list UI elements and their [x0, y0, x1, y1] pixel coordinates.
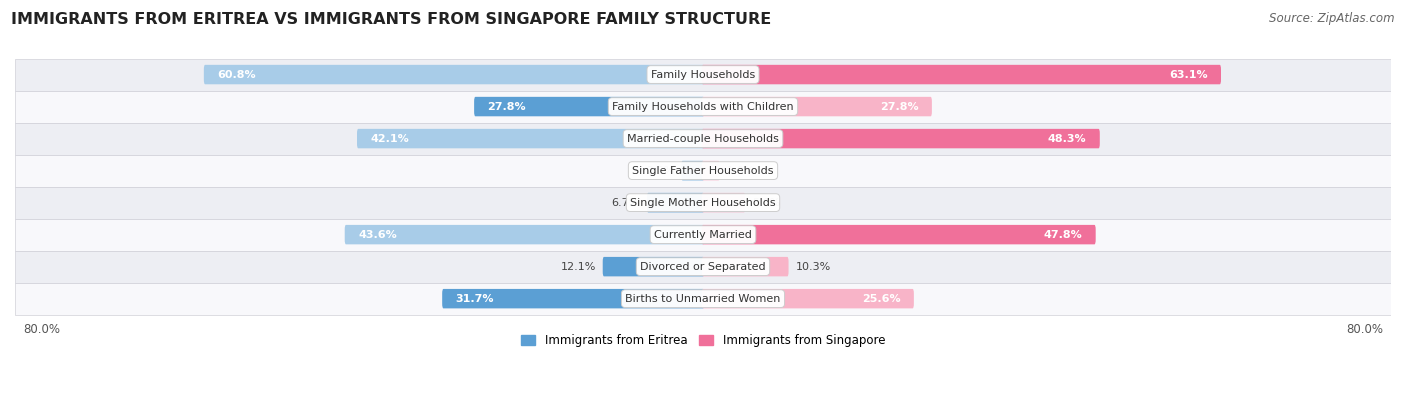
FancyBboxPatch shape — [15, 186, 1391, 218]
FancyBboxPatch shape — [702, 225, 1095, 245]
FancyBboxPatch shape — [682, 161, 704, 181]
Text: Single Father Households: Single Father Households — [633, 166, 773, 176]
Text: 5.0%: 5.0% — [752, 198, 780, 208]
Text: 25.6%: 25.6% — [862, 293, 900, 304]
FancyBboxPatch shape — [647, 193, 704, 213]
FancyBboxPatch shape — [603, 257, 704, 276]
FancyBboxPatch shape — [702, 193, 745, 213]
FancyBboxPatch shape — [15, 90, 1391, 122]
FancyBboxPatch shape — [702, 65, 1220, 84]
FancyBboxPatch shape — [15, 283, 1391, 315]
FancyBboxPatch shape — [357, 129, 704, 148]
Text: Divorced or Separated: Divorced or Separated — [640, 261, 766, 272]
FancyBboxPatch shape — [441, 289, 704, 308]
Text: 6.7%: 6.7% — [612, 198, 640, 208]
FancyBboxPatch shape — [702, 129, 1099, 148]
FancyBboxPatch shape — [15, 218, 1391, 251]
Text: 10.3%: 10.3% — [796, 261, 831, 272]
Legend: Immigrants from Eritrea, Immigrants from Singapore: Immigrants from Eritrea, Immigrants from… — [516, 330, 890, 352]
FancyBboxPatch shape — [474, 97, 704, 116]
Text: 42.1%: 42.1% — [370, 134, 409, 144]
Text: 60.8%: 60.8% — [218, 70, 256, 79]
Text: Single Mother Households: Single Mother Households — [630, 198, 776, 208]
Text: 80.0%: 80.0% — [22, 323, 60, 336]
Text: 31.7%: 31.7% — [456, 293, 494, 304]
FancyBboxPatch shape — [204, 65, 704, 84]
Text: 27.8%: 27.8% — [880, 102, 918, 111]
Text: 43.6%: 43.6% — [359, 229, 396, 240]
Text: 1.9%: 1.9% — [727, 166, 755, 176]
FancyBboxPatch shape — [702, 97, 932, 116]
FancyBboxPatch shape — [702, 161, 720, 181]
FancyBboxPatch shape — [15, 58, 1391, 90]
Text: 47.8%: 47.8% — [1043, 229, 1083, 240]
Text: Source: ZipAtlas.com: Source: ZipAtlas.com — [1270, 12, 1395, 25]
Text: Family Households: Family Households — [651, 70, 755, 79]
Text: Births to Unmarried Women: Births to Unmarried Women — [626, 293, 780, 304]
Text: 2.5%: 2.5% — [645, 166, 675, 176]
FancyBboxPatch shape — [15, 251, 1391, 283]
Text: 12.1%: 12.1% — [561, 261, 596, 272]
Text: 63.1%: 63.1% — [1168, 70, 1208, 79]
FancyBboxPatch shape — [702, 289, 914, 308]
Text: Family Households with Children: Family Households with Children — [612, 102, 794, 111]
Text: Currently Married: Currently Married — [654, 229, 752, 240]
Text: 48.3%: 48.3% — [1047, 134, 1087, 144]
Text: Married-couple Households: Married-couple Households — [627, 134, 779, 144]
Text: IMMIGRANTS FROM ERITREA VS IMMIGRANTS FROM SINGAPORE FAMILY STRUCTURE: IMMIGRANTS FROM ERITREA VS IMMIGRANTS FR… — [11, 12, 772, 27]
Text: 27.8%: 27.8% — [488, 102, 526, 111]
Text: 80.0%: 80.0% — [1346, 323, 1384, 336]
FancyBboxPatch shape — [15, 154, 1391, 186]
FancyBboxPatch shape — [702, 257, 789, 276]
FancyBboxPatch shape — [344, 225, 704, 245]
FancyBboxPatch shape — [15, 122, 1391, 154]
